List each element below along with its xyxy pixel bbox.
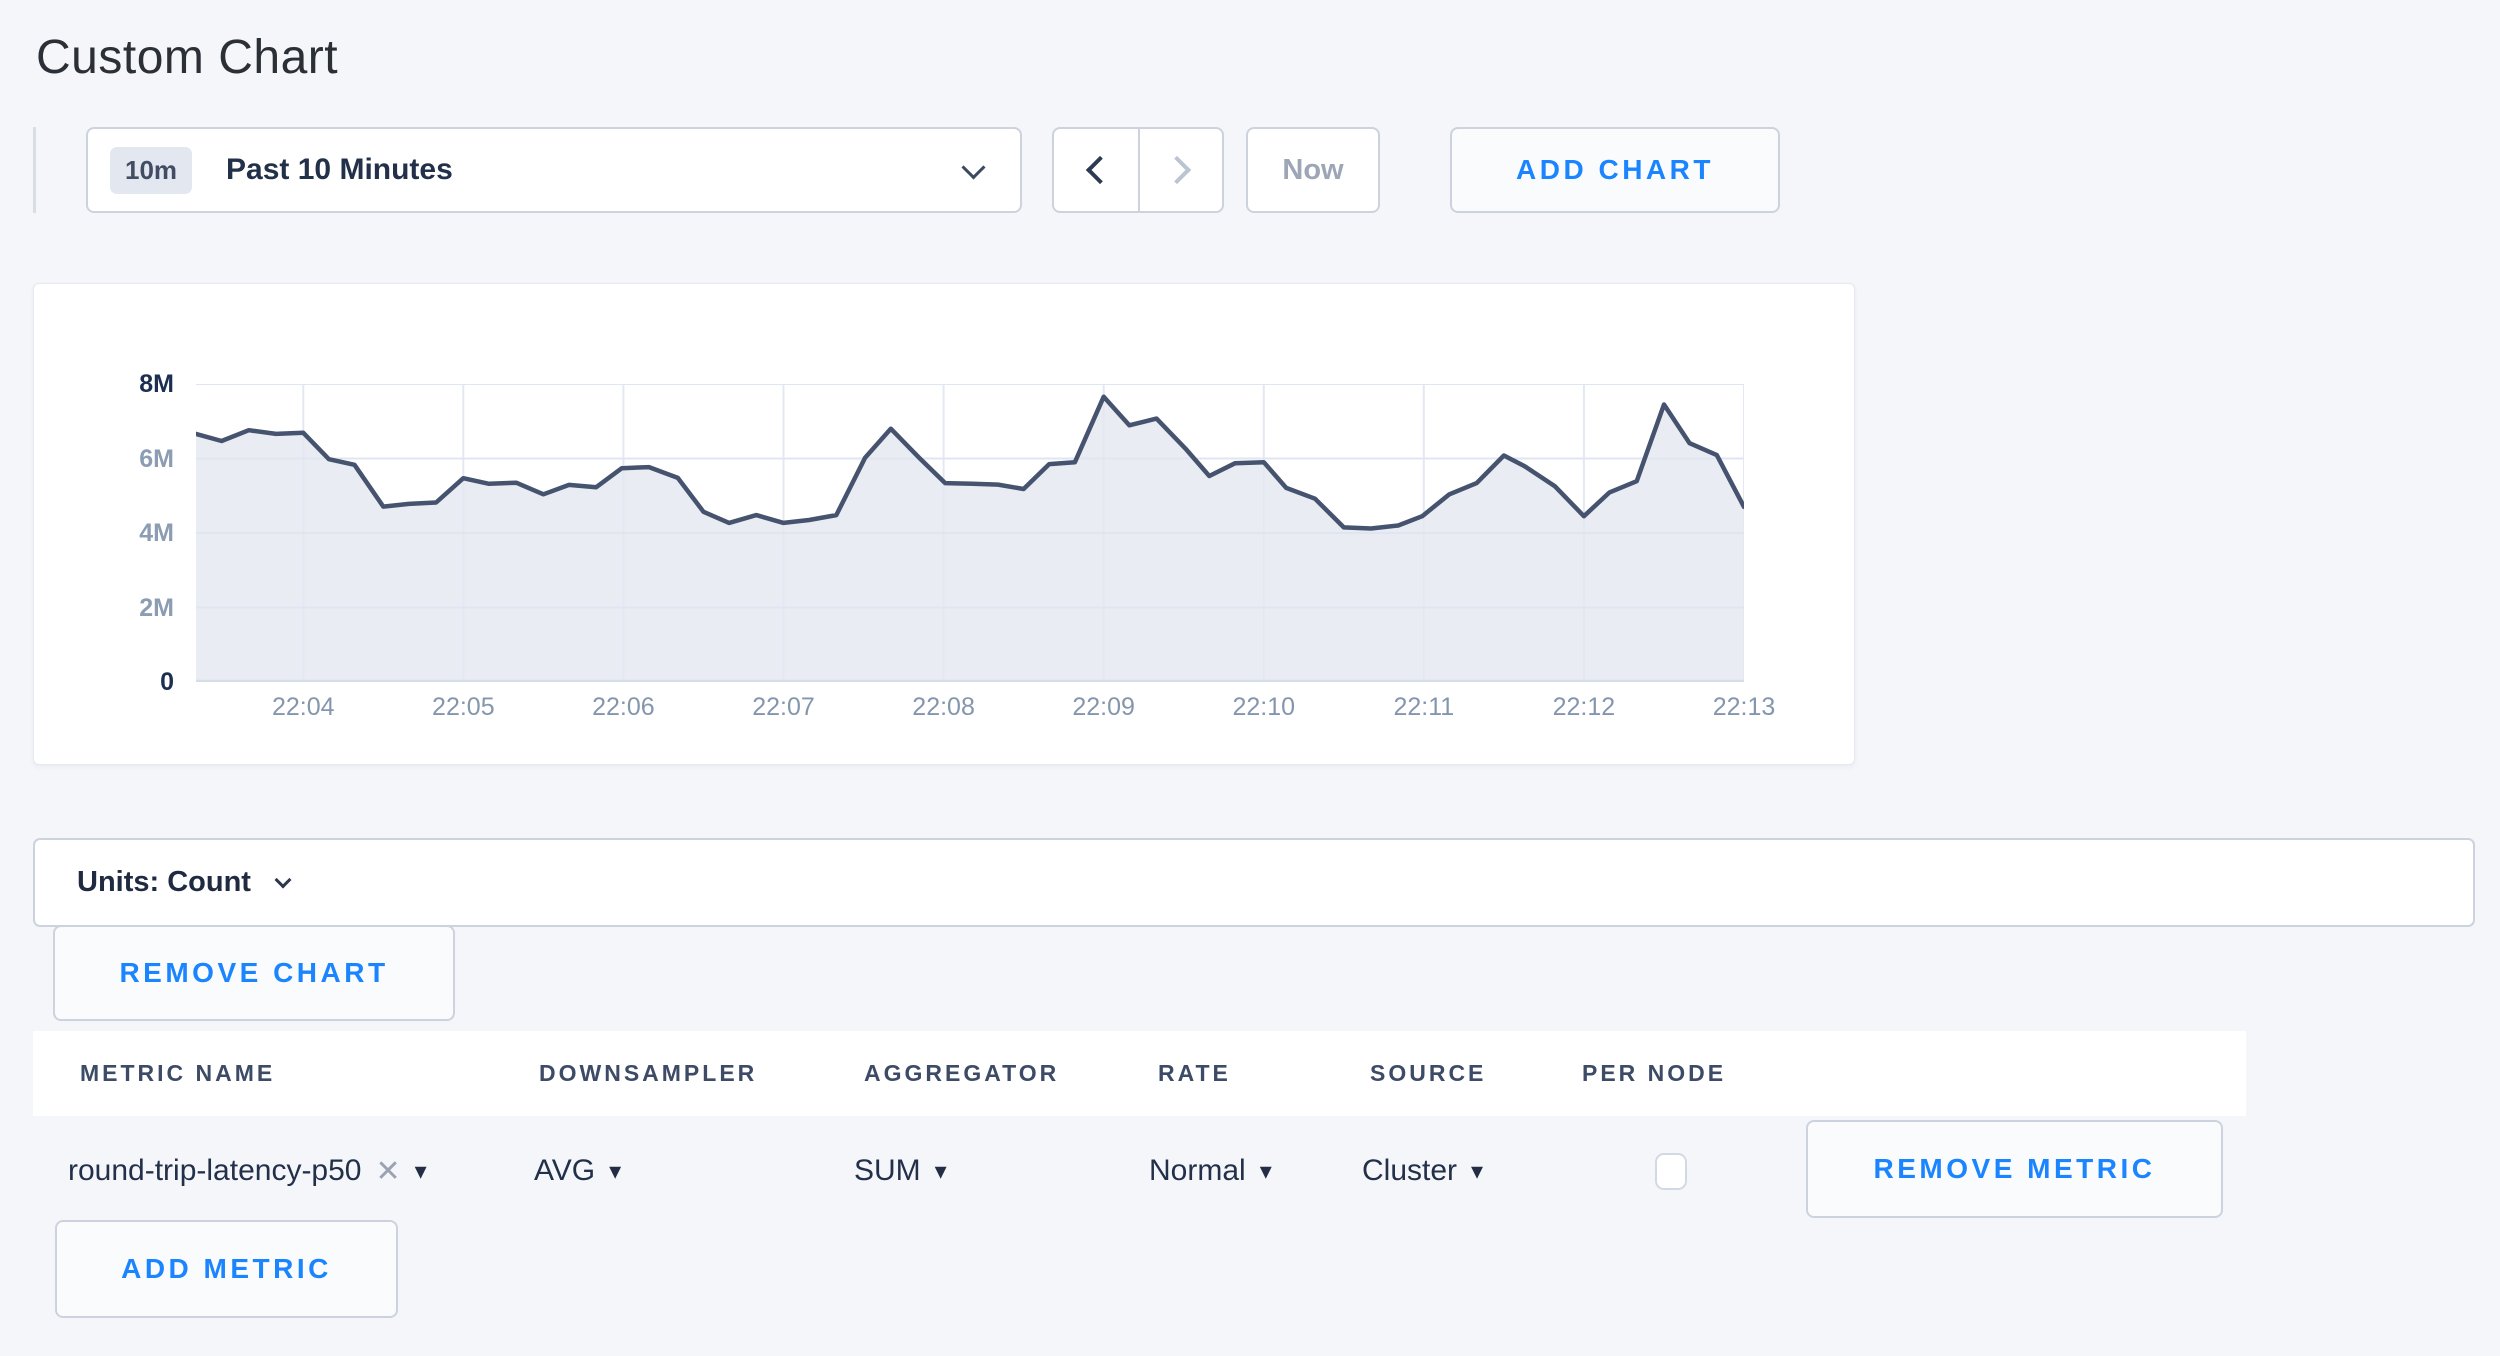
chevron-down-icon [961,154,986,180]
header-metric-name: METRIC NAME [80,1060,276,1086]
x-tick-label: 22:11 [1393,693,1455,721]
downsampler-value: AVG [534,1154,596,1187]
x-tick-label: 22:08 [912,693,975,721]
x-tick-label: 22:09 [1072,693,1135,721]
metrics-table-header: METRIC NAME DOWNSAMPLER AGGREGATOR RATE … [33,1031,2246,1116]
rate-select[interactable]: Normal ▾ [1149,1116,1272,1226]
units-label: Units: Count [77,866,251,898]
caret-down-icon: ▾ [934,1157,947,1185]
page-title: Custom Chart [36,31,339,84]
header-per-node: PER NODE [1582,1060,1727,1086]
caret-down-icon: ▾ [1259,1157,1272,1185]
remove-chart-button[interactable]: REMOVE CHART [53,925,455,1021]
y-tick-label: 0 [160,668,174,696]
chart-card: 0 2M 4M 6M 8M 22:04 22:05 22:06 22:07 22:08 22:09… [33,283,1855,765]
header-downsampler: DOWNSAMPLER [539,1060,758,1086]
header-aggregator: AGGREGATOR [864,1060,1060,1086]
x-tick-label: 22:10 [1232,693,1296,721]
metric-name-value: round-trip-latency-p50 [68,1154,362,1187]
next-time-button[interactable] [1138,129,1222,211]
x-tick-label: 22:12 [1552,693,1616,721]
time-range-label: Past 10 Minutes [226,153,453,186]
units-select[interactable]: Units: Count [33,838,2475,927]
clear-metric-icon[interactable]: ✕ [375,1154,401,1188]
header-rate: RATE [1158,1060,1231,1086]
per-node-checkbox[interactable] [1655,1153,1687,1190]
y-tick-label: 2M [139,593,174,622]
now-button[interactable]: Now [1246,127,1380,213]
downsampler-select[interactable]: AVG ▾ [534,1116,621,1226]
time-nav-group [1052,127,1224,213]
add-chart-button[interactable]: ADD CHART [1450,127,1780,213]
x-tick-label: 22:13 [1712,693,1776,721]
source-value: Cluster [1362,1154,1458,1187]
remove-metric-button[interactable]: REMOVE METRIC [1806,1120,2223,1218]
y-tick-label: 8M [139,370,174,398]
caret-down-icon: ▾ [609,1157,622,1185]
time-range-badge: 10m [110,146,193,194]
x-tick-label: 22:04 [271,693,335,721]
x-axis-labels: 22:04 22:05 22:06 22:07 22:08 22:09 22:10 22:11… [196,687,1775,731]
caret-down-icon: ▾ [1471,1157,1484,1185]
header-source: SOURCE [1370,1060,1487,1086]
x-tick-label: 22:07 [752,693,815,721]
prev-time-button[interactable] [1054,129,1138,211]
metric-name-select[interactable]: round-trip-latency-p50 ✕ ▾ [68,1116,427,1226]
y-tick-label: 6M [139,444,174,473]
y-tick-label: 4M [139,519,174,547]
add-metric-button[interactable]: ADD METRIC [55,1220,398,1318]
chevron-left-icon [1085,155,1115,185]
chevron-right-icon [1162,155,1192,185]
chart-plot [193,383,1747,683]
x-tick-label: 22:05 [432,693,495,721]
aggregator-value: SUM [854,1154,921,1187]
aggregator-select[interactable]: SUM ▾ [854,1116,947,1226]
caret-down-icon: ▾ [414,1157,427,1185]
toolbar-left-divider [33,127,36,213]
y-axis-labels: 0 2M 4M 6M 8M [34,370,174,696]
chevron-down-icon [274,871,292,889]
time-range-select[interactable]: 10m Past 10 Minutes [86,127,1022,213]
x-tick-label: 22:06 [592,693,655,721]
source-select[interactable]: Cluster ▾ [1362,1116,1483,1226]
table-row: round-trip-latency-p50 ✕ ▾ AVG ▾ SUM ▾ N… [0,1116,2500,1226]
rate-value: Normal [1149,1154,1246,1187]
